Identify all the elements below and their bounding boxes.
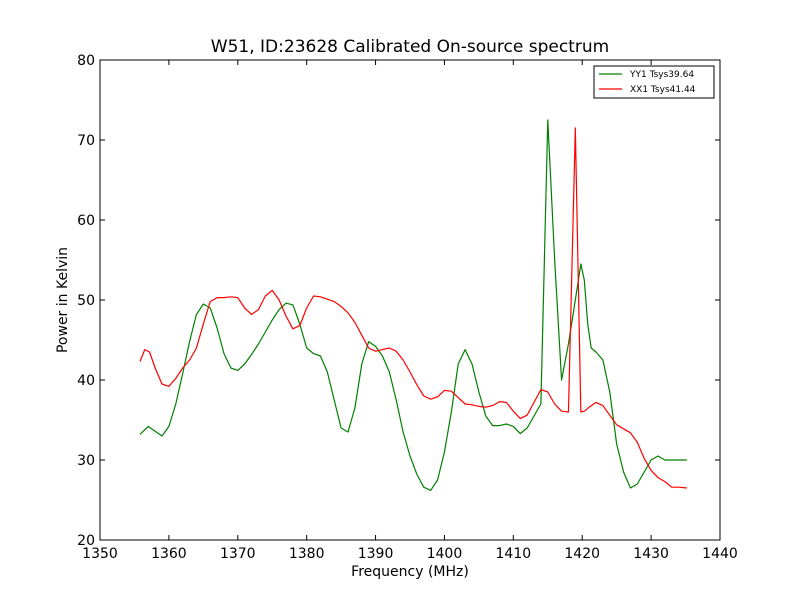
y-axis-label: Power in Kelvin [55,247,71,353]
y-tick-label: 30 [77,453,95,469]
x-tick-label: 1410 [496,546,532,562]
y-tick-label: 80 [77,53,95,69]
x-tick-label: 1360 [151,546,187,562]
legend-entry: YY1 Tsys39.64 [629,70,694,80]
axis-ticks: 1350 1360 1370 1380 1390 1400 1410 1420 1430 1440… [77,53,738,562]
legend-entry: XX1 Tsys41.44 [630,85,696,95]
legend-box [593,65,715,99]
x-tick-label: 1400 [427,546,463,562]
legend: YY1 Tsys39.64 XX1 Tsys41.44 [593,65,715,99]
x-tick-label: 1430 [633,546,669,562]
y-tick-label: 50 [77,293,95,309]
x-tick-label: 1420 [564,546,600,562]
series-line-xx1 [139,127,687,489]
x-tick-label: 1350 [82,546,118,562]
chart-title: W51, ID:23628 Calibrated On-source spect… [211,37,609,57]
y-tick-label: 20 [77,533,95,549]
x-tick-label: 1380 [289,546,325,562]
x-axis-label: Frequency (MHz) [351,564,469,580]
y-tick-label: 70 [77,133,95,149]
x-tick-label: 1390 [358,546,394,562]
y-tick-label: 60 [77,213,95,229]
x-tick-label: 1370 [220,546,256,562]
plot-area [139,119,687,491]
series-line-yy1 [139,119,687,491]
x-tick-label: 1440 [702,546,738,562]
y-tick-label: 40 [77,373,95,389]
